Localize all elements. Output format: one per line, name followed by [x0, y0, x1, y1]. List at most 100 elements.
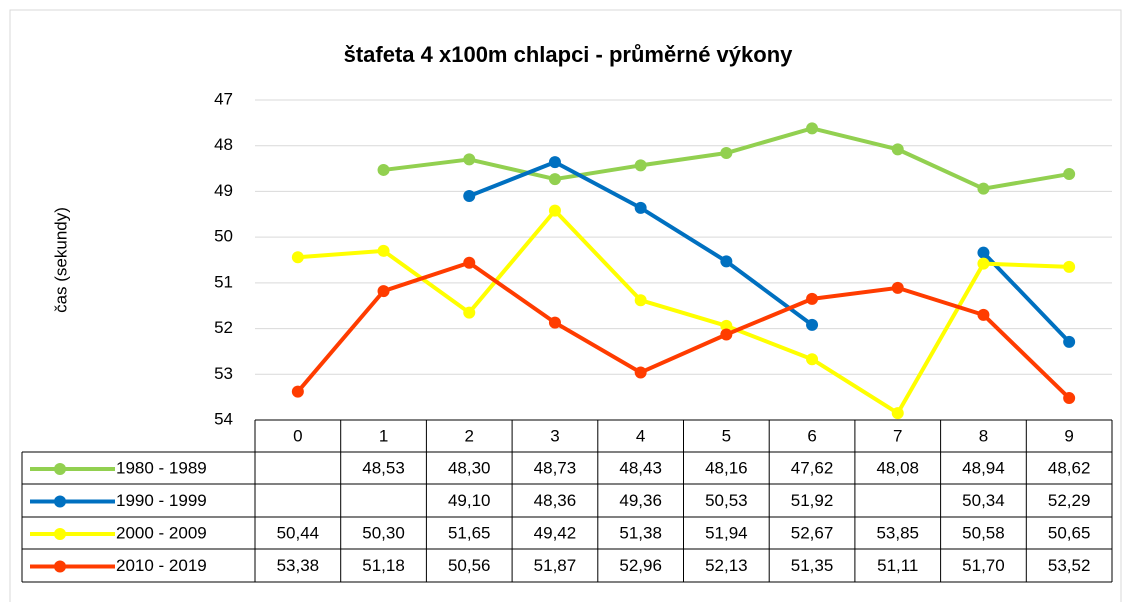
marker	[1063, 260, 1076, 273]
marker	[377, 285, 390, 298]
marker	[463, 306, 476, 319]
marker	[548, 204, 561, 217]
x-tick-label: 1	[379, 426, 388, 445]
y-tick-label: 50	[214, 227, 233, 246]
table-value: 53,52	[1048, 556, 1091, 575]
legend-key-marker	[54, 560, 66, 573]
chart-title: štafeta 4 x100m chlapci - průměrné výkon…	[344, 42, 794, 67]
table-value: 50,30	[362, 523, 405, 542]
table-value: 51,70	[962, 556, 1005, 575]
x-tick-label: 5	[722, 426, 731, 445]
marker	[1063, 168, 1076, 181]
table-value: 52,67	[791, 523, 834, 542]
table-value: 48,62	[1048, 458, 1091, 477]
marker	[463, 190, 476, 202]
table-value: 48,30	[448, 458, 491, 477]
series-line	[297, 208, 1070, 416]
plot	[291, 122, 1076, 420]
table-value: 51,94	[705, 523, 748, 542]
marker	[806, 318, 819, 331]
table-value: 51,11	[877, 556, 918, 575]
table-value: 50,58	[962, 523, 1005, 542]
y-tick-label: 51	[214, 272, 233, 291]
y-tick-label: 53	[214, 364, 233, 383]
marker	[806, 122, 819, 135]
table-value: 51,65	[448, 523, 491, 542]
table-value: 50,65	[1048, 523, 1091, 542]
y-axis-label: čas (sekundy)	[51, 207, 70, 313]
marker	[720, 319, 733, 332]
legend-key-marker	[54, 528, 66, 540]
marker	[634, 366, 647, 379]
table-value: 52,29	[1048, 491, 1091, 510]
table-value: 51,18	[362, 556, 405, 575]
marker	[548, 156, 561, 169]
marker	[977, 246, 990, 259]
table-value: 51,35	[791, 556, 834, 575]
table-value: 48,08	[876, 458, 919, 477]
table-value: 51,92	[791, 491, 834, 510]
y-tick-label: 48	[214, 135, 233, 154]
legend-key-marker	[54, 463, 66, 475]
legend-label: 1990 - 1999	[116, 491, 207, 510]
legend-label: 2010 - 2019	[116, 556, 207, 575]
marker	[291, 385, 304, 398]
marker	[977, 257, 990, 270]
table-value: 48,53	[362, 458, 405, 477]
y-tick-label: 52	[214, 318, 233, 337]
x-tick-label: 3	[550, 426, 559, 445]
x-tick-label: 8	[979, 426, 988, 445]
table-value: 49,36	[619, 491, 662, 510]
table-value: 53,38	[277, 556, 320, 575]
table-value: 53,85	[876, 523, 919, 542]
table-value: 50,56	[448, 556, 491, 575]
marker	[720, 255, 733, 268]
y-tick-label: 54	[214, 409, 233, 428]
marker	[1063, 392, 1076, 405]
x-tick-label: 6	[807, 426, 816, 445]
table-value: 50,53	[705, 491, 748, 510]
marker	[634, 201, 647, 214]
table-value: 51,87	[534, 556, 577, 575]
marker	[891, 281, 904, 294]
table-value: 50,34	[962, 491, 1005, 510]
table-value: 50,44	[277, 523, 320, 542]
series-line	[296, 260, 1071, 400]
marker	[977, 182, 990, 195]
marker	[377, 244, 390, 257]
marker	[377, 163, 390, 176]
table-value: 49,42	[534, 523, 577, 542]
x-tick-label: 0	[293, 426, 302, 445]
table-value: 51,38	[619, 523, 662, 542]
marker	[463, 256, 476, 269]
chart-border	[9, 9, 1122, 602]
marker	[634, 294, 647, 307]
marker	[891, 407, 904, 420]
marker	[720, 328, 733, 341]
marker	[806, 292, 819, 305]
x-tick-label: 4	[636, 426, 645, 445]
marker	[891, 143, 904, 156]
y-tick-label: 47	[214, 89, 233, 108]
x-tick-label: 2	[465, 426, 474, 445]
table-value: 48,73	[534, 458, 577, 477]
table-value: 52,13	[705, 556, 748, 575]
table-value: 48,94	[962, 458, 1005, 477]
marker	[806, 353, 819, 366]
legend-label: 2000 - 2009	[116, 523, 207, 542]
marker	[634, 159, 647, 172]
marker	[720, 147, 733, 160]
marker	[291, 251, 304, 264]
x-tick-label: 7	[893, 426, 902, 445]
table-value: 48,16	[705, 458, 748, 477]
table-value: 48,43	[619, 458, 662, 477]
table-value: 49,10	[448, 491, 491, 510]
x-tick-label: 9	[1064, 426, 1073, 445]
table-value: 47,62	[791, 458, 834, 477]
legend-key-marker	[54, 495, 66, 508]
marker	[1063, 335, 1076, 348]
table-value: 48,36	[534, 491, 577, 510]
data-table: 0 1 2 3 4 5 6 7 8 9 1980 - 1989 48,53 48,30 48,73 48,4…	[21, 419, 1113, 583]
marker	[548, 316, 561, 329]
marker	[463, 153, 476, 166]
